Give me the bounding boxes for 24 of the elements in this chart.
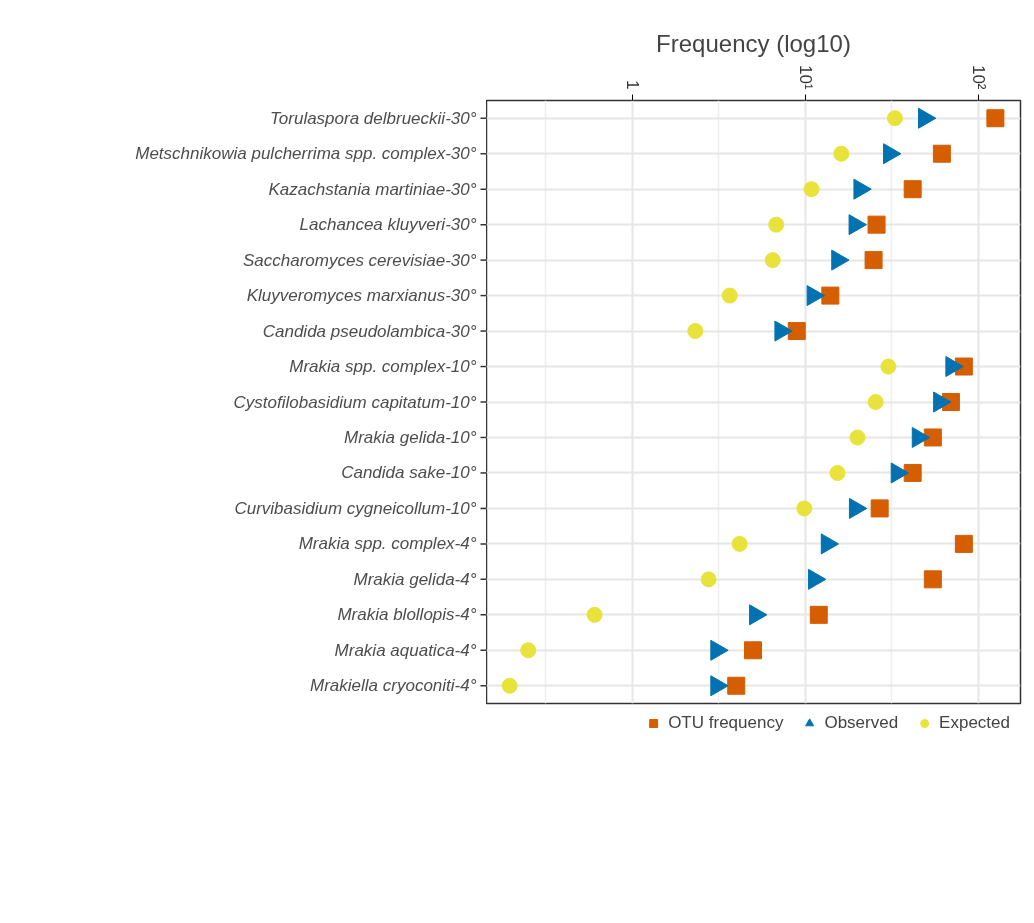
- y-tick-label: Mrakia gelida-10°: [344, 427, 477, 447]
- x-tick-label: 10¹: [795, 64, 815, 90]
- y-tick-label: Curvibasidium cygneicollum-10°: [234, 498, 477, 518]
- legend-label: OTU frequency: [668, 713, 784, 733]
- y-tick-label: Mrakia spp. complex-4°: [298, 534, 477, 554]
- y-tick-label: Mrakia blollopis-4°: [337, 605, 477, 625]
- y-tick-label: Saccharomyces cerevisiae-30°: [242, 250, 477, 270]
- y-tick-label: Candida pseudolambica-30°: [262, 321, 477, 341]
- y-tick-label: Mrakia aquatica-4°: [334, 640, 477, 660]
- y-tick-label: Mrakia spp. complex-10°: [289, 357, 477, 377]
- y-tick-label: Kazachstania martiniae-30°: [268, 179, 477, 199]
- legend-label: Expected: [939, 713, 1010, 733]
- y-tick-label: Cystofilobasidium capitatum-10°: [233, 392, 477, 412]
- y-tick-label: Metschnikowia pulcherrima spp. complex-30°: [135, 144, 477, 164]
- legend-label: Observed: [824, 713, 899, 733]
- y-tick-label: Candida sake-10°: [341, 463, 477, 483]
- x-axis-title: Frequency (log10): [656, 29, 851, 57]
- x-tick-label: 10²: [968, 64, 988, 90]
- y-tick-label: Kluyveromyces marxianus-30°: [246, 286, 477, 306]
- y-tick-label: Lachancea kluyveri-30°: [299, 215, 477, 235]
- y-tick-label: Mrakiella cryoconiti-4°: [310, 676, 477, 696]
- x-tick-label: 1: [622, 80, 642, 90]
- y-tick-label: Mrakia gelida-4°: [353, 569, 477, 589]
- y-tick-label: Torulaspora delbrueckii-30°: [269, 108, 477, 128]
